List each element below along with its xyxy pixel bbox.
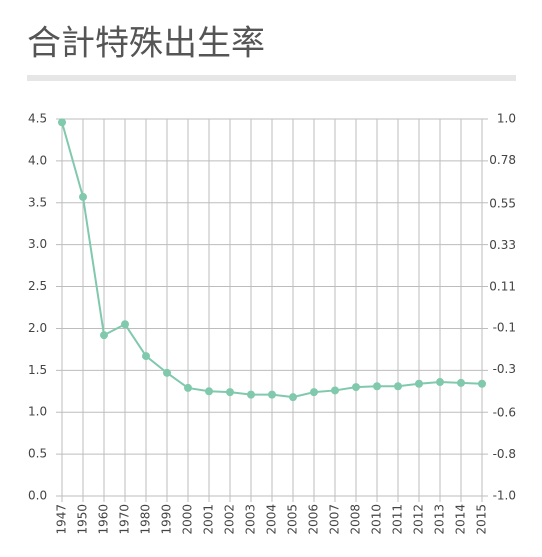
y-tick-label: 0.5: [28, 447, 47, 461]
x-tick-label: 2007: [328, 504, 342, 535]
point: [205, 387, 213, 396]
x-tick-label: 2008: [349, 504, 363, 535]
point: [310, 388, 318, 397]
x-tick-label: 2015: [475, 504, 489, 535]
x-tick-label: 2011: [391, 504, 405, 535]
point: [394, 382, 402, 391]
point: [79, 192, 87, 201]
y-tick-label: 3.0: [28, 237, 47, 251]
y-tick-label: 4.5: [28, 112, 47, 126]
y2-tick-label: -0.6: [493, 406, 516, 420]
y2-tick-label: 0.33: [489, 238, 516, 252]
point: [478, 379, 486, 388]
y2-tick-label: -0.8: [493, 447, 516, 461]
x-tick-label: 2013: [433, 504, 447, 535]
y2-tick-label: 0.78: [489, 153, 516, 167]
point: [121, 320, 129, 329]
x-tick-label: 2014: [454, 504, 468, 535]
y-tick-label: 4.0: [28, 153, 47, 167]
x-tick-label: 2012: [412, 504, 426, 535]
x-tick-label: 2004: [265, 504, 279, 535]
x-tick-label: 2000: [181, 504, 195, 535]
y2-tick-label: -1.0: [493, 489, 516, 503]
x-tick-label: 1947: [55, 504, 69, 535]
point: [58, 118, 66, 127]
point: [100, 331, 108, 340]
x-tick-label: 1950: [76, 504, 90, 535]
y-tick-label: 1.5: [28, 363, 47, 377]
x-tick-label: 1990: [160, 504, 174, 535]
point: [268, 390, 276, 399]
y2-tick-label: -0.1: [493, 321, 516, 335]
y-tick-label: 0.0: [28, 489, 47, 503]
x-tick-label: 2002: [223, 504, 237, 535]
point: [163, 368, 171, 377]
point: [289, 393, 297, 402]
y2-tick-label: 0.55: [489, 196, 516, 210]
y-tick-label: 3.5: [28, 195, 47, 209]
x-tick-label: 2010: [370, 504, 384, 535]
y-tick-label: 2.5: [28, 279, 47, 293]
point: [226, 388, 234, 397]
y2-tick-label: -0.3: [493, 362, 516, 376]
x-tick-label: 2006: [307, 504, 321, 535]
point: [352, 383, 360, 392]
point: [184, 383, 192, 392]
y-tick-label: 2.0: [28, 321, 47, 335]
point: [373, 382, 381, 391]
y-tick-label: 1.0: [28, 405, 47, 419]
x-tick-label: 2003: [244, 504, 258, 535]
point: [142, 352, 150, 361]
point: [436, 378, 444, 387]
point: [331, 386, 339, 395]
x-tick-label: 2001: [202, 504, 216, 535]
x-tick-label: 1960: [97, 504, 111, 535]
point: [415, 379, 423, 388]
x-tick-label: 1980: [139, 504, 153, 535]
y2-tick-label: 1.0: [497, 112, 516, 126]
point: [457, 378, 465, 387]
title-rule: [27, 75, 516, 81]
x-tick-label: 2005: [286, 504, 300, 535]
y2-tick-label: 0.11: [489, 279, 516, 293]
chart-title: 合計特殊出生率: [27, 24, 265, 64]
x-tick-label: 1970: [118, 504, 132, 535]
point: [247, 390, 255, 399]
